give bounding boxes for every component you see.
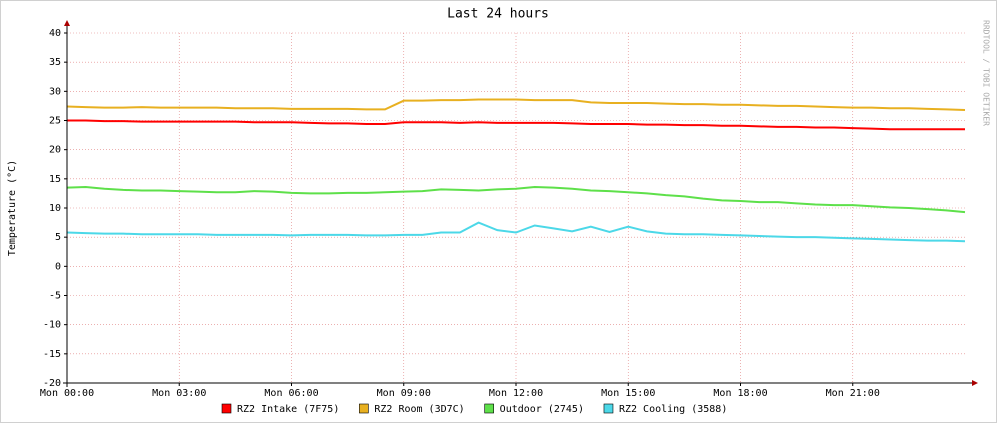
legend: RZ2 Intake (7F75) RZ2 Room (3D7C) Outdoor … — [221, 403, 727, 415]
x-tick-label: Mon 18:00 — [713, 388, 767, 399]
y-axis-label: Temperature (°C) — [7, 160, 18, 256]
grid: -20 -15 -10 -5 0 5 10 15 20 25 30 35 40 Mon 00:00 Mon … — [40, 28, 965, 399]
y-tick-label: 5 — [55, 232, 61, 243]
y-tick-label: 25 — [49, 116, 61, 127]
y-tick-label: 35 — [49, 57, 61, 68]
y-tick-label: 20 — [49, 145, 61, 156]
legend-swatch — [221, 403, 232, 414]
x-tick-label: Mon 15:00 — [601, 388, 655, 399]
x-tick-label: Mon 12:00 — [489, 388, 543, 399]
y-axis-arrow — [64, 20, 70, 26]
x-tick-label: Mon 06:00 — [264, 388, 318, 399]
legend-label: RZ2 Cooling (3588) — [619, 404, 727, 415]
x-tick-label: Mon 03:00 — [152, 388, 206, 399]
x-tick-label: Mon 00:00 — [40, 388, 94, 399]
legend-swatch — [484, 403, 494, 414]
y-tick-label: -5 — [49, 291, 61, 302]
plot-area — [66, 98, 966, 243]
series-line — [66, 221, 966, 243]
y-tick-label: 10 — [49, 203, 61, 214]
x-tick-label: Mon 21:00 — [826, 388, 880, 399]
x-tick-label: Mon 09:00 — [377, 388, 431, 399]
chart-title: Last 24 hours — [447, 7, 549, 22]
watermark: RRDTOOL / TOBI OETIKER — [982, 20, 991, 126]
series-line — [66, 98, 966, 111]
legend-label: RZ2 Intake (7F75) — [237, 404, 339, 415]
legend-label: RZ2 Room (3D7C) — [374, 404, 464, 415]
axes — [63, 20, 978, 387]
y-tick-label: 40 — [49, 28, 61, 39]
legend-swatch — [603, 403, 614, 414]
series-line — [66, 185, 966, 214]
y-tick-label: 0 — [55, 261, 61, 272]
series-line — [67, 119, 965, 131]
y-tick-label: -10 — [43, 320, 61, 331]
y-tick-label: -20 — [43, 378, 61, 389]
x-axis-arrow — [972, 380, 978, 386]
y-tick-label: 30 — [49, 86, 61, 97]
legend-label: Outdoor (2745) — [500, 404, 584, 415]
y-tick-label: 15 — [49, 174, 61, 185]
y-tick-label: -15 — [43, 349, 61, 360]
legend-swatch — [359, 403, 369, 414]
